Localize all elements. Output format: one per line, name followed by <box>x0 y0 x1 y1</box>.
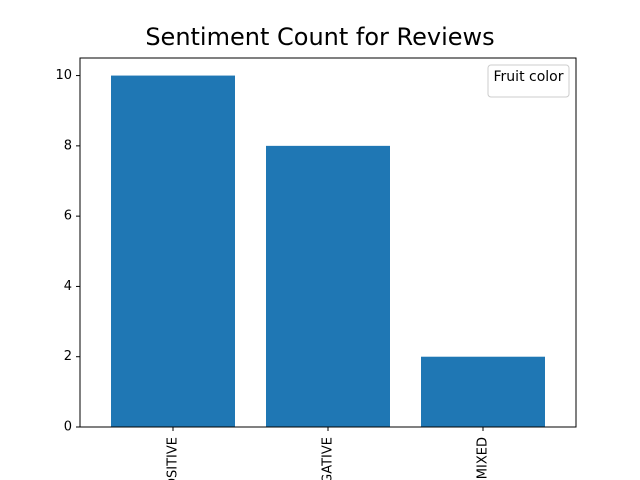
y-axis: 0 2 4 6 8 10 <box>55 68 80 435</box>
bar-positive <box>111 75 235 427</box>
bars-layer <box>111 75 545 428</box>
y-tick-label: 6 <box>64 209 72 224</box>
y-tick-label: 2 <box>64 349 72 364</box>
legend-title: Fruit color <box>494 69 564 85</box>
x-axis: POSITIVE NEGATIVE MIXED <box>166 427 491 480</box>
x-tick-label: MIXED <box>476 437 491 479</box>
legend: Fruit color <box>487 64 570 98</box>
x-tick-label: POSITIVE <box>166 437 181 480</box>
bar-negative <box>266 145 390 428</box>
x-tick-label: NEGATIVE <box>321 437 336 480</box>
bar-mixed <box>421 356 545 427</box>
legend-box <box>487 64 570 98</box>
y-tick-label: 8 <box>64 138 72 153</box>
plot-frame <box>79 57 577 428</box>
y-tick-label: 10 <box>55 68 72 83</box>
y-tick-label: 0 <box>64 420 72 435</box>
y-tick-label: 4 <box>64 279 72 294</box>
chart-title: Sentiment Count for Reviews <box>145 23 494 51</box>
